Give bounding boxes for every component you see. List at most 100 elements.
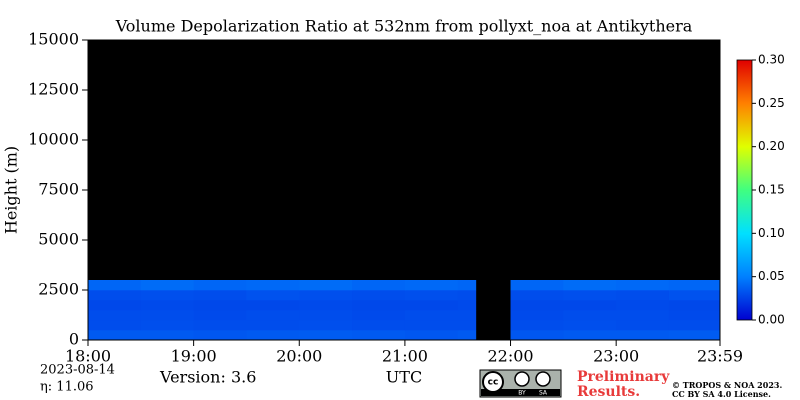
heat-cell <box>616 300 670 311</box>
heat-cell <box>510 280 564 291</box>
heat-cell <box>246 310 300 321</box>
heat-cell <box>668 280 721 291</box>
heat-cell <box>404 300 459 311</box>
heat-cell <box>404 330 459 341</box>
heat-cell <box>140 280 195 291</box>
x-tick-label: 23:59 <box>697 347 743 366</box>
badge-by: BY <box>518 390 526 397</box>
heat-cell <box>193 290 247 301</box>
heat-cell <box>563 330 617 341</box>
heat-cell <box>352 310 406 321</box>
colorbar-tick-label: 0.05 <box>758 269 785 283</box>
heat-cell <box>193 310 247 321</box>
heat-cell <box>246 280 300 291</box>
heat-cell <box>352 330 406 341</box>
heat-cell <box>563 280 617 291</box>
heat-cell <box>88 320 142 331</box>
heat-cell <box>299 330 353 341</box>
heat-cell <box>246 300 300 311</box>
x-tick-label: 22:00 <box>487 347 533 366</box>
badge-sa: SA <box>539 390 548 397</box>
heat-cell <box>616 330 670 341</box>
colorbar-tick-label: 0.10 <box>758 226 785 240</box>
heat-cell <box>193 280 247 291</box>
y-axis-label: Height (m) <box>2 146 21 234</box>
heat-cell <box>563 320 617 331</box>
x-tick-label: 18:00 <box>65 347 111 366</box>
heat-cell <box>404 320 459 331</box>
heat-cell <box>616 280 670 291</box>
heat-cell <box>140 330 195 341</box>
colorbar-tick-label: 0.25 <box>758 96 785 110</box>
colorbar <box>736 59 753 321</box>
x-tick-label: 23:00 <box>593 347 639 366</box>
y-tick-label: 15000 <box>28 30 79 49</box>
heat-cell <box>457 320 477 331</box>
eta: η: 11.06 <box>40 380 94 395</box>
x-tick-label: 21:00 <box>382 347 428 366</box>
version: Version: 3.6 <box>159 368 256 387</box>
y-tick-label: 0 <box>69 330 79 349</box>
heat-cell <box>246 330 300 341</box>
heat-cell <box>510 300 564 311</box>
colorbar-tick-label: 0.20 <box>758 139 785 153</box>
heat-cell <box>616 290 670 301</box>
x-tick-label: 19:00 <box>171 347 217 366</box>
heat-cell <box>88 280 142 291</box>
heat-cell <box>510 290 564 301</box>
heat-cell <box>404 310 459 321</box>
license: CC BY SA 4.0 License. <box>672 389 771 399</box>
heat-cell <box>88 290 142 301</box>
heat-cell <box>299 290 353 301</box>
heat-cell <box>457 310 477 321</box>
heat-cell <box>352 280 406 291</box>
y-tick-label: 10000 <box>28 130 79 149</box>
heat-cell <box>299 320 353 331</box>
x-tick-label: 20:00 <box>276 347 322 366</box>
heat-cell <box>668 290 721 301</box>
heat-cell <box>193 300 247 311</box>
x-axis-label: UTC <box>386 368 422 387</box>
heat-cell <box>140 320 195 331</box>
heat-cell <box>616 320 670 331</box>
heat-cell <box>510 320 564 331</box>
heat-cell <box>193 330 247 341</box>
colorbar-tick-label: 0.30 <box>758 53 785 67</box>
heat-cell <box>510 310 564 321</box>
heat-cell <box>352 290 406 301</box>
y-tick-label: 7500 <box>38 180 79 199</box>
heat-cell <box>457 280 477 291</box>
heat-cell <box>140 300 195 311</box>
heat-cell <box>510 330 564 341</box>
colorbar-tick-label: 0.00 <box>758 313 785 327</box>
y-tick-label: 5000 <box>38 230 79 249</box>
heat-cell <box>457 330 477 341</box>
colorbar-tick-label: 0.15 <box>758 183 785 197</box>
heat-cell <box>563 300 617 311</box>
heat-cell <box>140 310 195 321</box>
heat-cell <box>352 300 406 311</box>
heat-cell <box>299 300 353 311</box>
heat-cell <box>457 290 477 301</box>
svg-text:cc: cc <box>488 378 499 388</box>
heat-cell <box>140 290 195 301</box>
heat-cell <box>668 310 721 321</box>
heat-cell <box>457 300 477 311</box>
heat-cell <box>299 280 353 291</box>
license: © TROPOS & NOA 2023. <box>672 380 782 390</box>
preliminary: Results. <box>577 384 640 400</box>
heat-cell <box>299 310 353 321</box>
cc-badge: cc BY SA <box>479 369 562 398</box>
heat-cell <box>668 330 721 341</box>
heat-cell <box>668 300 721 311</box>
preliminary: Preliminary <box>577 369 670 385</box>
heat-cell <box>563 290 617 301</box>
y-tick-label: 2500 <box>38 280 79 299</box>
chart-title: Volume Depolarization Ratio at 532nm fro… <box>115 17 693 36</box>
heat-cell <box>246 320 300 331</box>
heat-cell <box>668 320 721 331</box>
heat-cell <box>88 330 142 341</box>
heat-cell <box>246 290 300 301</box>
